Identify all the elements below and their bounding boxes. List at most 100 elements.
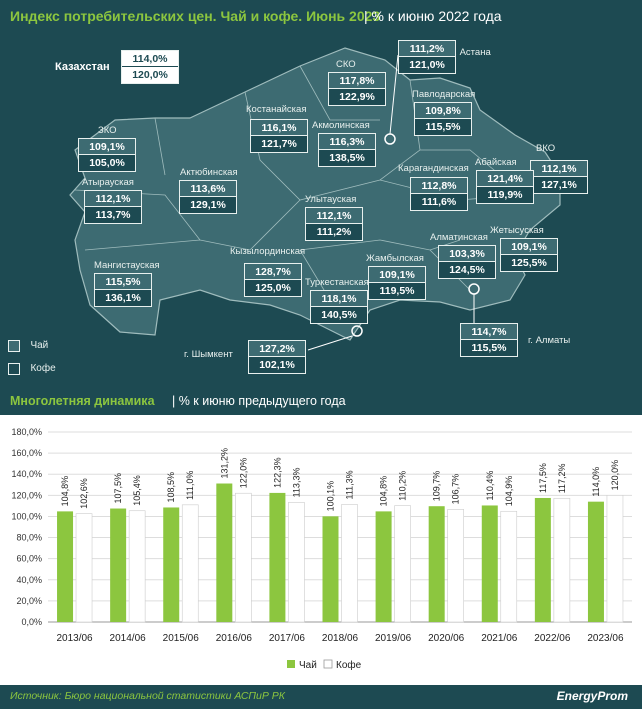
region-label-karaganda: Карагандинская bbox=[398, 163, 469, 174]
region-tea-sko: 117,8% bbox=[329, 73, 385, 89]
region-valbox-aktobe: 113,6% 129,1% bbox=[179, 180, 237, 214]
source-note: Источник: Бюро национальной статистики А… bbox=[10, 690, 285, 702]
region-tea-almaty_reg: 103,3% bbox=[439, 246, 495, 262]
data-label-tea: 122,3% bbox=[272, 457, 282, 488]
region-tea-kyzylorda: 128,7% bbox=[245, 264, 301, 280]
region-label-pavlodar: Павлодарская bbox=[412, 89, 476, 100]
data-label-coffee: 106,7% bbox=[451, 474, 461, 505]
y-tick-label: 60,0% bbox=[16, 554, 42, 564]
y-tick-label: 160,0% bbox=[11, 448, 42, 458]
region-tea-ulytau: 112,1% bbox=[306, 208, 362, 224]
data-label-tea: 110,4% bbox=[485, 471, 495, 501]
y-tick-label: 180,0% bbox=[11, 427, 42, 437]
bar-coffee bbox=[341, 504, 358, 623]
bar-tea bbox=[534, 497, 551, 622]
region-valbox-zko: 109,1% 105,0% bbox=[78, 138, 136, 172]
legend-coffee-swatch bbox=[8, 362, 20, 375]
region-coffee-ulytau: 111,2% bbox=[316, 226, 352, 238]
x-tick-label: 2014/06 bbox=[110, 633, 147, 644]
region-coffee-abay: 119,9% bbox=[487, 189, 523, 201]
region-label-aktobe: Актюбинская bbox=[180, 167, 238, 178]
data-label-coffee: 104,9% bbox=[504, 476, 514, 507]
region-tea-zhambyl: 109,1% bbox=[369, 267, 425, 283]
region-valbox-zhambyl: 109,1% 119,5% bbox=[368, 266, 426, 300]
region-valbox-akmola: 116,3% 138,5% bbox=[318, 133, 376, 167]
region-coffee-zhambyl: 119,5% bbox=[379, 285, 415, 297]
region-valbox-pavlodar: 109,8% 115,5% bbox=[414, 102, 472, 136]
region-valbox-astana: 111,2% 121,0% bbox=[398, 40, 456, 74]
legend-coffee: Кофе bbox=[8, 360, 56, 378]
dynamics-chart: 0,0% 20,0% 40,0% 60,0% 80,0% 100,0% 120,0% 140,… bbox=[11, 427, 632, 671]
region-tea-zhetysu: 109,1% bbox=[501, 239, 557, 255]
bar-coffee bbox=[447, 509, 464, 623]
region-coffee-atyrau: 113,7% bbox=[95, 209, 131, 221]
chart-legend-coffee: Кофе bbox=[336, 659, 362, 671]
region-valbox-zhetysu: 109,1% 125,5% bbox=[500, 238, 558, 272]
region-valbox-shymkent: 127,2% 102,1% bbox=[248, 340, 306, 374]
region-label-almaty_reg: Алматинская bbox=[430, 232, 488, 243]
region-label-zhambyl: Жамбылская bbox=[366, 253, 424, 264]
country-coffee: 120,0% bbox=[122, 67, 178, 83]
legend-coffee-label: Кофе bbox=[30, 363, 56, 375]
bar-tea bbox=[481, 505, 498, 622]
region-label-ulytau: Улытауская bbox=[305, 194, 357, 205]
map-title: Индекс потребительских цен. Чай и кофе. … bbox=[10, 8, 381, 24]
country-tea: 114,0% bbox=[122, 51, 178, 67]
region-tea-turkestan: 118,1% bbox=[311, 291, 367, 307]
region-label-almaty: г. Алматы bbox=[528, 335, 571, 346]
data-label-coffee: 120,0% bbox=[610, 460, 620, 491]
x-tick-label: 2018/06 bbox=[322, 633, 359, 644]
bar-coffee bbox=[606, 495, 624, 623]
bar-coffee bbox=[500, 510, 518, 623]
region-tea-karaganda: 112,8% bbox=[411, 178, 467, 194]
region-tea-shymkent: 127,2% bbox=[249, 341, 305, 357]
bar-coffee bbox=[394, 505, 411, 623]
region-tea-kostanay: 116,1% bbox=[251, 120, 307, 136]
region-tea-atyrau: 112,1% bbox=[85, 191, 141, 207]
region-coffee-turkestan: 140,5% bbox=[321, 309, 357, 321]
data-label-coffee: 110,2% bbox=[398, 471, 408, 501]
data-label-coffee: 122,0% bbox=[238, 458, 248, 489]
data-label-tea: 104,8% bbox=[60, 476, 70, 507]
legend-tea: Чай bbox=[8, 337, 48, 355]
data-label-tea: 107,5% bbox=[113, 473, 123, 504]
y-tick-label: 100,0% bbox=[11, 511, 42, 521]
legend-tea-swatch bbox=[8, 339, 20, 352]
data-label-tea: 131,2% bbox=[219, 448, 229, 479]
country-label: Казахстан bbox=[55, 61, 110, 73]
map-panel: Индекс потребительских цен. Чай и кофе. … bbox=[8, 8, 588, 378]
bar-coffee bbox=[181, 504, 199, 623]
bar-coffee bbox=[288, 502, 305, 623]
x-tick-label: 2020/06 bbox=[428, 633, 465, 644]
region-valbox-ulytau: 112,1% 111,2% bbox=[305, 207, 363, 241]
data-label-coffee: 102,6% bbox=[79, 478, 89, 509]
data-label-tea: 100,1% bbox=[326, 481, 336, 512]
region-coffee-shymkent: 102,1% bbox=[259, 359, 295, 371]
region-label-mangystau: Мангистауская bbox=[94, 260, 160, 271]
region-tea-mangystau: 115,5% bbox=[95, 274, 151, 290]
chart-title: Многолетняя динамика bbox=[10, 394, 155, 408]
x-tick-label: 2016/06 bbox=[216, 633, 253, 644]
x-tick-label: 2015/06 bbox=[163, 633, 200, 644]
y-tick-label: 40,0% bbox=[16, 575, 42, 585]
region-coffee-almaty_reg: 124,5% bbox=[449, 264, 485, 276]
region-valbox-sko: 117,8% 122,9% bbox=[328, 72, 386, 106]
data-label-coffee: 111,0% bbox=[185, 471, 195, 500]
region-tea-aktobe: 113,6% bbox=[180, 181, 236, 197]
x-tick-label: 2017/06 bbox=[269, 633, 306, 644]
bar-tea bbox=[375, 511, 392, 622]
y-tick-label: 80,0% bbox=[16, 533, 42, 543]
region-valbox-vko: 112,1% 127,1% bbox=[530, 160, 588, 194]
region-valbox-kostanay: 116,1% 121,7% bbox=[250, 119, 308, 153]
region-coffee-aktobe: 129,1% bbox=[190, 199, 226, 211]
x-tick-label: 2013/06 bbox=[56, 633, 93, 644]
region-valbox-almaty_reg: 103,3% 124,5% bbox=[438, 245, 496, 279]
region-tea-vko: 112,1% bbox=[531, 161, 587, 177]
region-label-shymkent: г. Шымкент bbox=[184, 349, 233, 360]
region-label-zhetysu: Жетысуская bbox=[490, 225, 544, 236]
region-valbox-turkestan: 118,1% 140,5% bbox=[310, 290, 368, 324]
bar-tea bbox=[428, 506, 445, 622]
x-tick-label: 2021/06 bbox=[481, 633, 518, 644]
region-label-kostanay: Костанайская bbox=[246, 104, 307, 115]
shymkent-marker bbox=[351, 325, 363, 337]
